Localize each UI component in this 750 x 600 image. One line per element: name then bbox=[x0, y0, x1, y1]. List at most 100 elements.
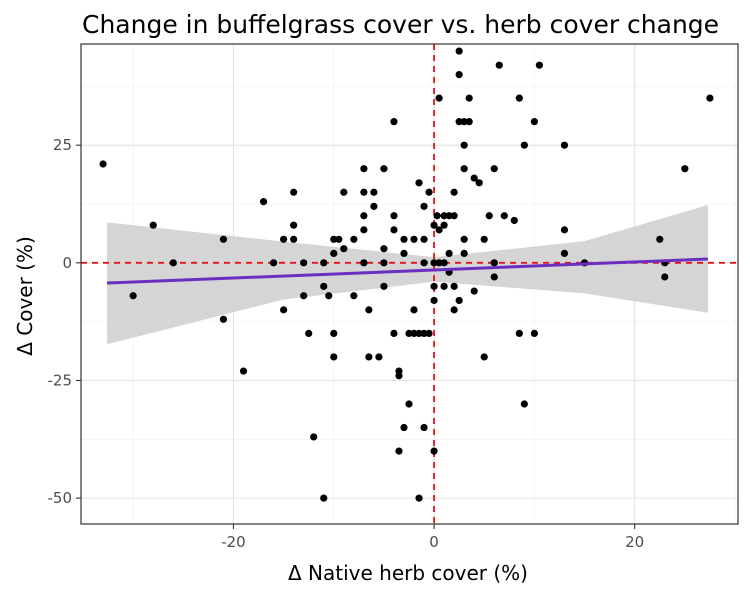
trend-line bbox=[107, 257, 708, 285]
data-point bbox=[390, 226, 398, 234]
data-point bbox=[450, 188, 458, 196]
data-point bbox=[460, 141, 468, 149]
data-point bbox=[455, 70, 463, 79]
data-point bbox=[370, 188, 378, 196]
data-point bbox=[490, 259, 498, 267]
data-point bbox=[560, 226, 569, 234]
data-point bbox=[433, 212, 441, 220]
data-point bbox=[460, 165, 468, 173]
panel-border bbox=[80, 43, 739, 525]
data-point bbox=[430, 259, 438, 267]
data-point bbox=[435, 259, 443, 267]
data-point bbox=[681, 165, 689, 173]
data-point bbox=[330, 249, 338, 258]
data-point bbox=[450, 282, 458, 290]
data-point bbox=[375, 353, 383, 361]
data-point bbox=[280, 306, 288, 314]
data-point bbox=[280, 235, 288, 243]
data-point bbox=[425, 188, 433, 196]
data-point bbox=[430, 282, 438, 290]
y-tick-label: -50 bbox=[48, 489, 73, 507]
data-point bbox=[455, 118, 463, 126]
data-point bbox=[445, 249, 453, 258]
data-point bbox=[380, 282, 388, 290]
data-point bbox=[239, 367, 248, 375]
data-point bbox=[415, 179, 423, 187]
data-point bbox=[490, 165, 498, 173]
data-point bbox=[335, 235, 343, 243]
data-point bbox=[405, 400, 413, 408]
data-point bbox=[455, 296, 463, 305]
data-point bbox=[460, 235, 468, 243]
data-point bbox=[415, 494, 423, 502]
data-point bbox=[290, 221, 298, 229]
data-point bbox=[661, 273, 669, 281]
x-tick-label: -20 bbox=[221, 533, 246, 551]
data-point bbox=[350, 292, 358, 300]
data-point bbox=[495, 61, 503, 69]
data-point bbox=[450, 306, 458, 314]
y-axis-title: Δ Cover (%) bbox=[13, 236, 37, 356]
data-point bbox=[420, 423, 428, 432]
data-point bbox=[455, 47, 463, 55]
data-point bbox=[430, 221, 438, 229]
data-point bbox=[360, 165, 368, 173]
data-point bbox=[460, 118, 468, 126]
data-point bbox=[560, 141, 569, 149]
data-point bbox=[510, 216, 518, 225]
data-point bbox=[395, 447, 403, 455]
data-point bbox=[480, 353, 488, 361]
data-point bbox=[320, 259, 328, 267]
data-point bbox=[380, 165, 388, 173]
data-point bbox=[410, 329, 418, 338]
data-point bbox=[530, 118, 538, 126]
data-point bbox=[430, 447, 438, 455]
data-point bbox=[219, 315, 228, 323]
data-point bbox=[430, 296, 438, 305]
data-point bbox=[330, 353, 338, 361]
x-tick-label: 0 bbox=[429, 533, 439, 551]
x-axis-ticks: -20 0 20 bbox=[221, 524, 644, 551]
y-tick-label: -25 bbox=[48, 371, 73, 389]
data-point bbox=[320, 494, 328, 502]
data-point bbox=[400, 423, 408, 432]
data-point bbox=[305, 329, 313, 338]
data-point bbox=[365, 353, 373, 361]
data-point bbox=[706, 94, 714, 102]
data-point bbox=[300, 259, 308, 267]
x-tick-label: 20 bbox=[625, 533, 644, 551]
confidence-band-layer bbox=[107, 204, 708, 345]
data-point bbox=[259, 198, 268, 206]
data-point bbox=[475, 179, 483, 187]
data-point bbox=[415, 329, 423, 338]
chart-title: Change in buffelgrass cover vs. herb cov… bbox=[82, 10, 719, 39]
data-point bbox=[440, 259, 448, 267]
data-point bbox=[360, 188, 368, 196]
data-point bbox=[450, 212, 458, 220]
data-point bbox=[400, 249, 408, 258]
data-point bbox=[435, 94, 443, 102]
data-point bbox=[320, 282, 328, 290]
data-point bbox=[380, 259, 388, 267]
data-point bbox=[405, 329, 413, 338]
data-point bbox=[390, 329, 398, 338]
data-point bbox=[480, 235, 488, 243]
data-point bbox=[365, 306, 373, 314]
data-point bbox=[460, 249, 468, 258]
data-point bbox=[390, 212, 398, 220]
data-point bbox=[360, 226, 368, 234]
data-point bbox=[656, 235, 664, 243]
data-point bbox=[129, 292, 137, 300]
data-point bbox=[99, 160, 107, 168]
data-point bbox=[435, 226, 443, 234]
data-point bbox=[440, 221, 448, 229]
data-point bbox=[325, 292, 333, 300]
data-point bbox=[370, 202, 378, 210]
data-point bbox=[400, 235, 408, 243]
data-point bbox=[485, 212, 493, 220]
data-point bbox=[290, 188, 298, 196]
data-point bbox=[340, 188, 348, 196]
data-point bbox=[169, 259, 177, 267]
y-axis-ticks: -50 -25 0 25 bbox=[48, 136, 81, 507]
